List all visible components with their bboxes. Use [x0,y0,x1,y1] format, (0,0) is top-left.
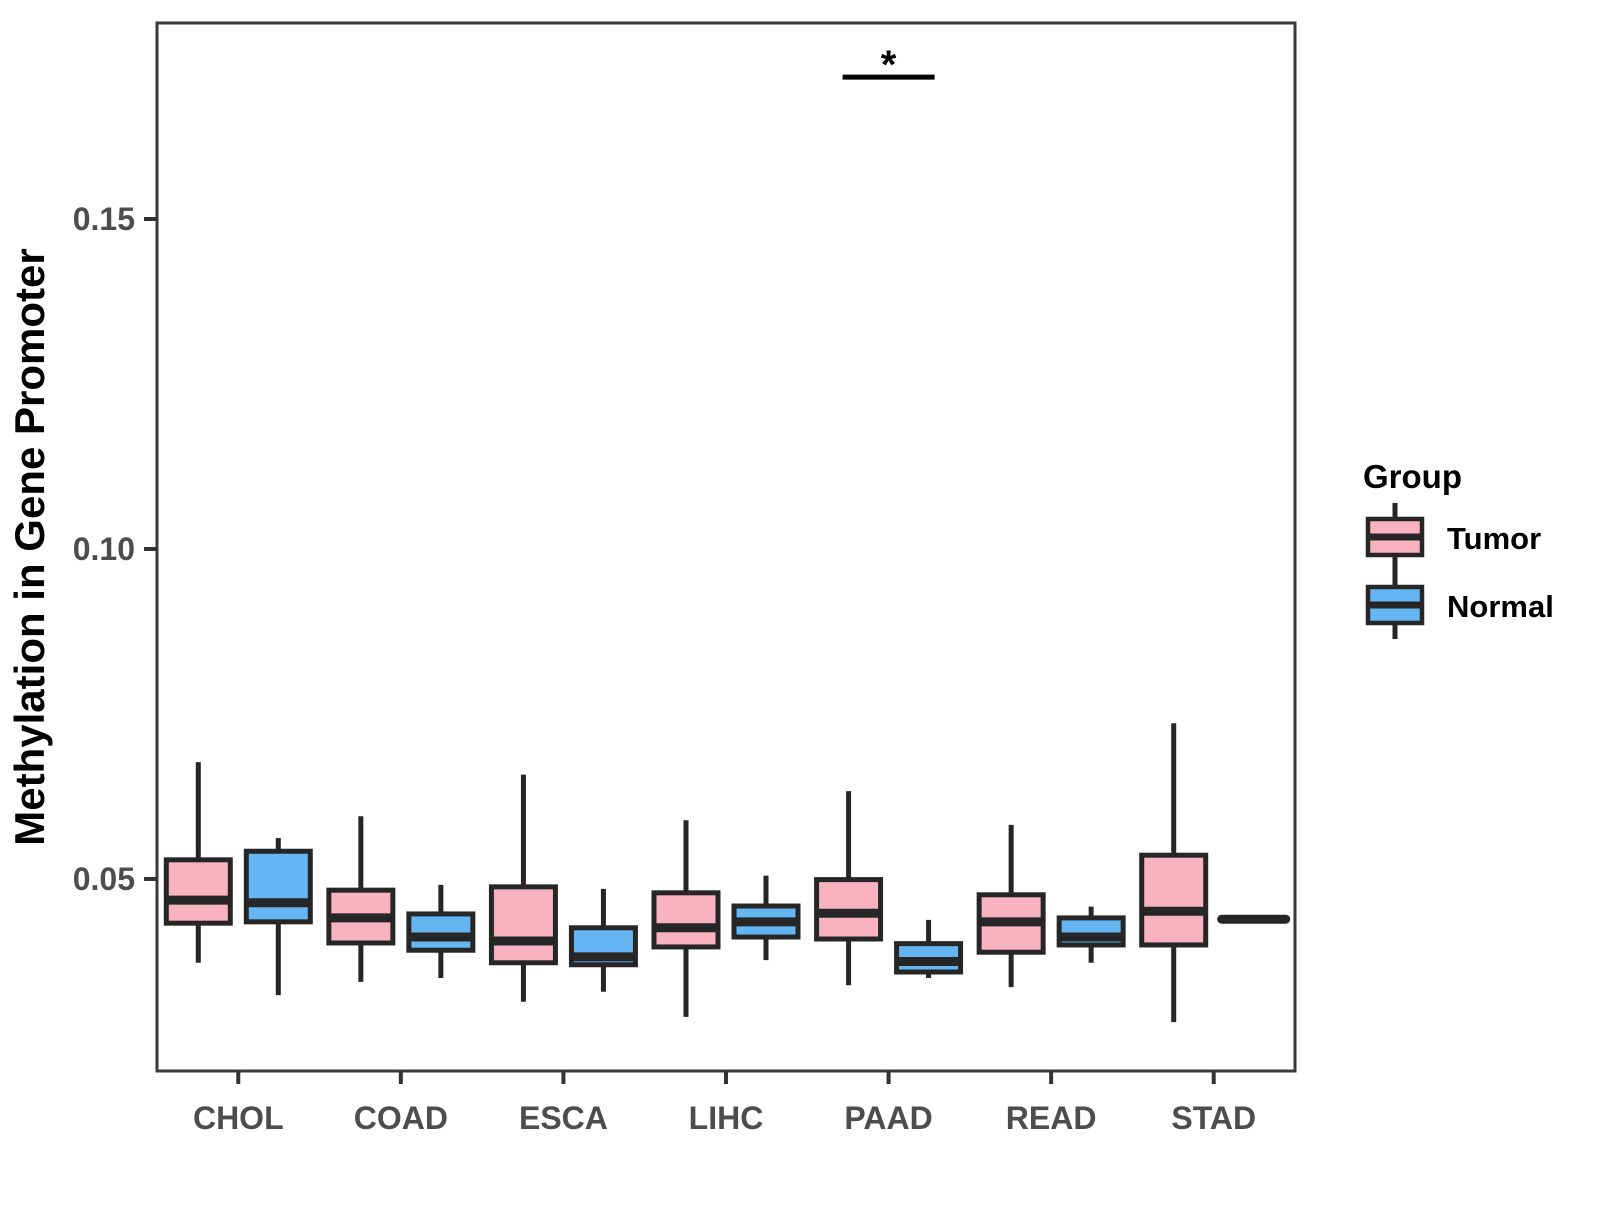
x-tick-label-LIHC: LIHC [689,1100,764,1136]
legend: Group Tumor Normal [1363,458,1554,639]
significance-star: * [881,43,897,87]
x-tick-label-STAD: STAD [1171,1100,1256,1136]
boxplot-stad-tumor-box [1139,852,1209,948]
y-tick-label: 0.05 [73,861,135,897]
x-tick-label-COAD: COAD [354,1100,448,1136]
x-tick-label-ESCA: ESCA [519,1100,608,1136]
boxplot-coad-normal-box [406,911,476,953]
legend-title: Group [1363,458,1462,495]
boxplot-lihc-tumor-box [651,890,721,950]
x-tick-label-CHOL: CHOL [193,1100,284,1136]
plot-panel: 0.05 0.10 0.15 CHOL COAD ESCA LIHC PAAD READ STAD… [73,21,1297,1136]
boxplot-chol-normal-box [243,848,313,925]
y-axis-title: Methylation in Gene Promoter [6,248,53,845]
boxplot-chol-tumor-box [163,857,233,926]
boxplot-esca-tumor-box [488,884,558,966]
x-tick-label-READ: READ [1006,1100,1097,1136]
y-tick-label: 0.15 [73,201,135,237]
legend-label-normal: Normal [1447,589,1554,624]
legend-label-tumor: Tumor [1447,521,1541,556]
x-tick-label-PAAD: PAAD [844,1100,932,1136]
legend-item-normal: Normal [1365,571,1554,639]
legend-item-tumor: Tumor [1365,503,1541,571]
y-tick-label: 0.10 [73,531,135,567]
